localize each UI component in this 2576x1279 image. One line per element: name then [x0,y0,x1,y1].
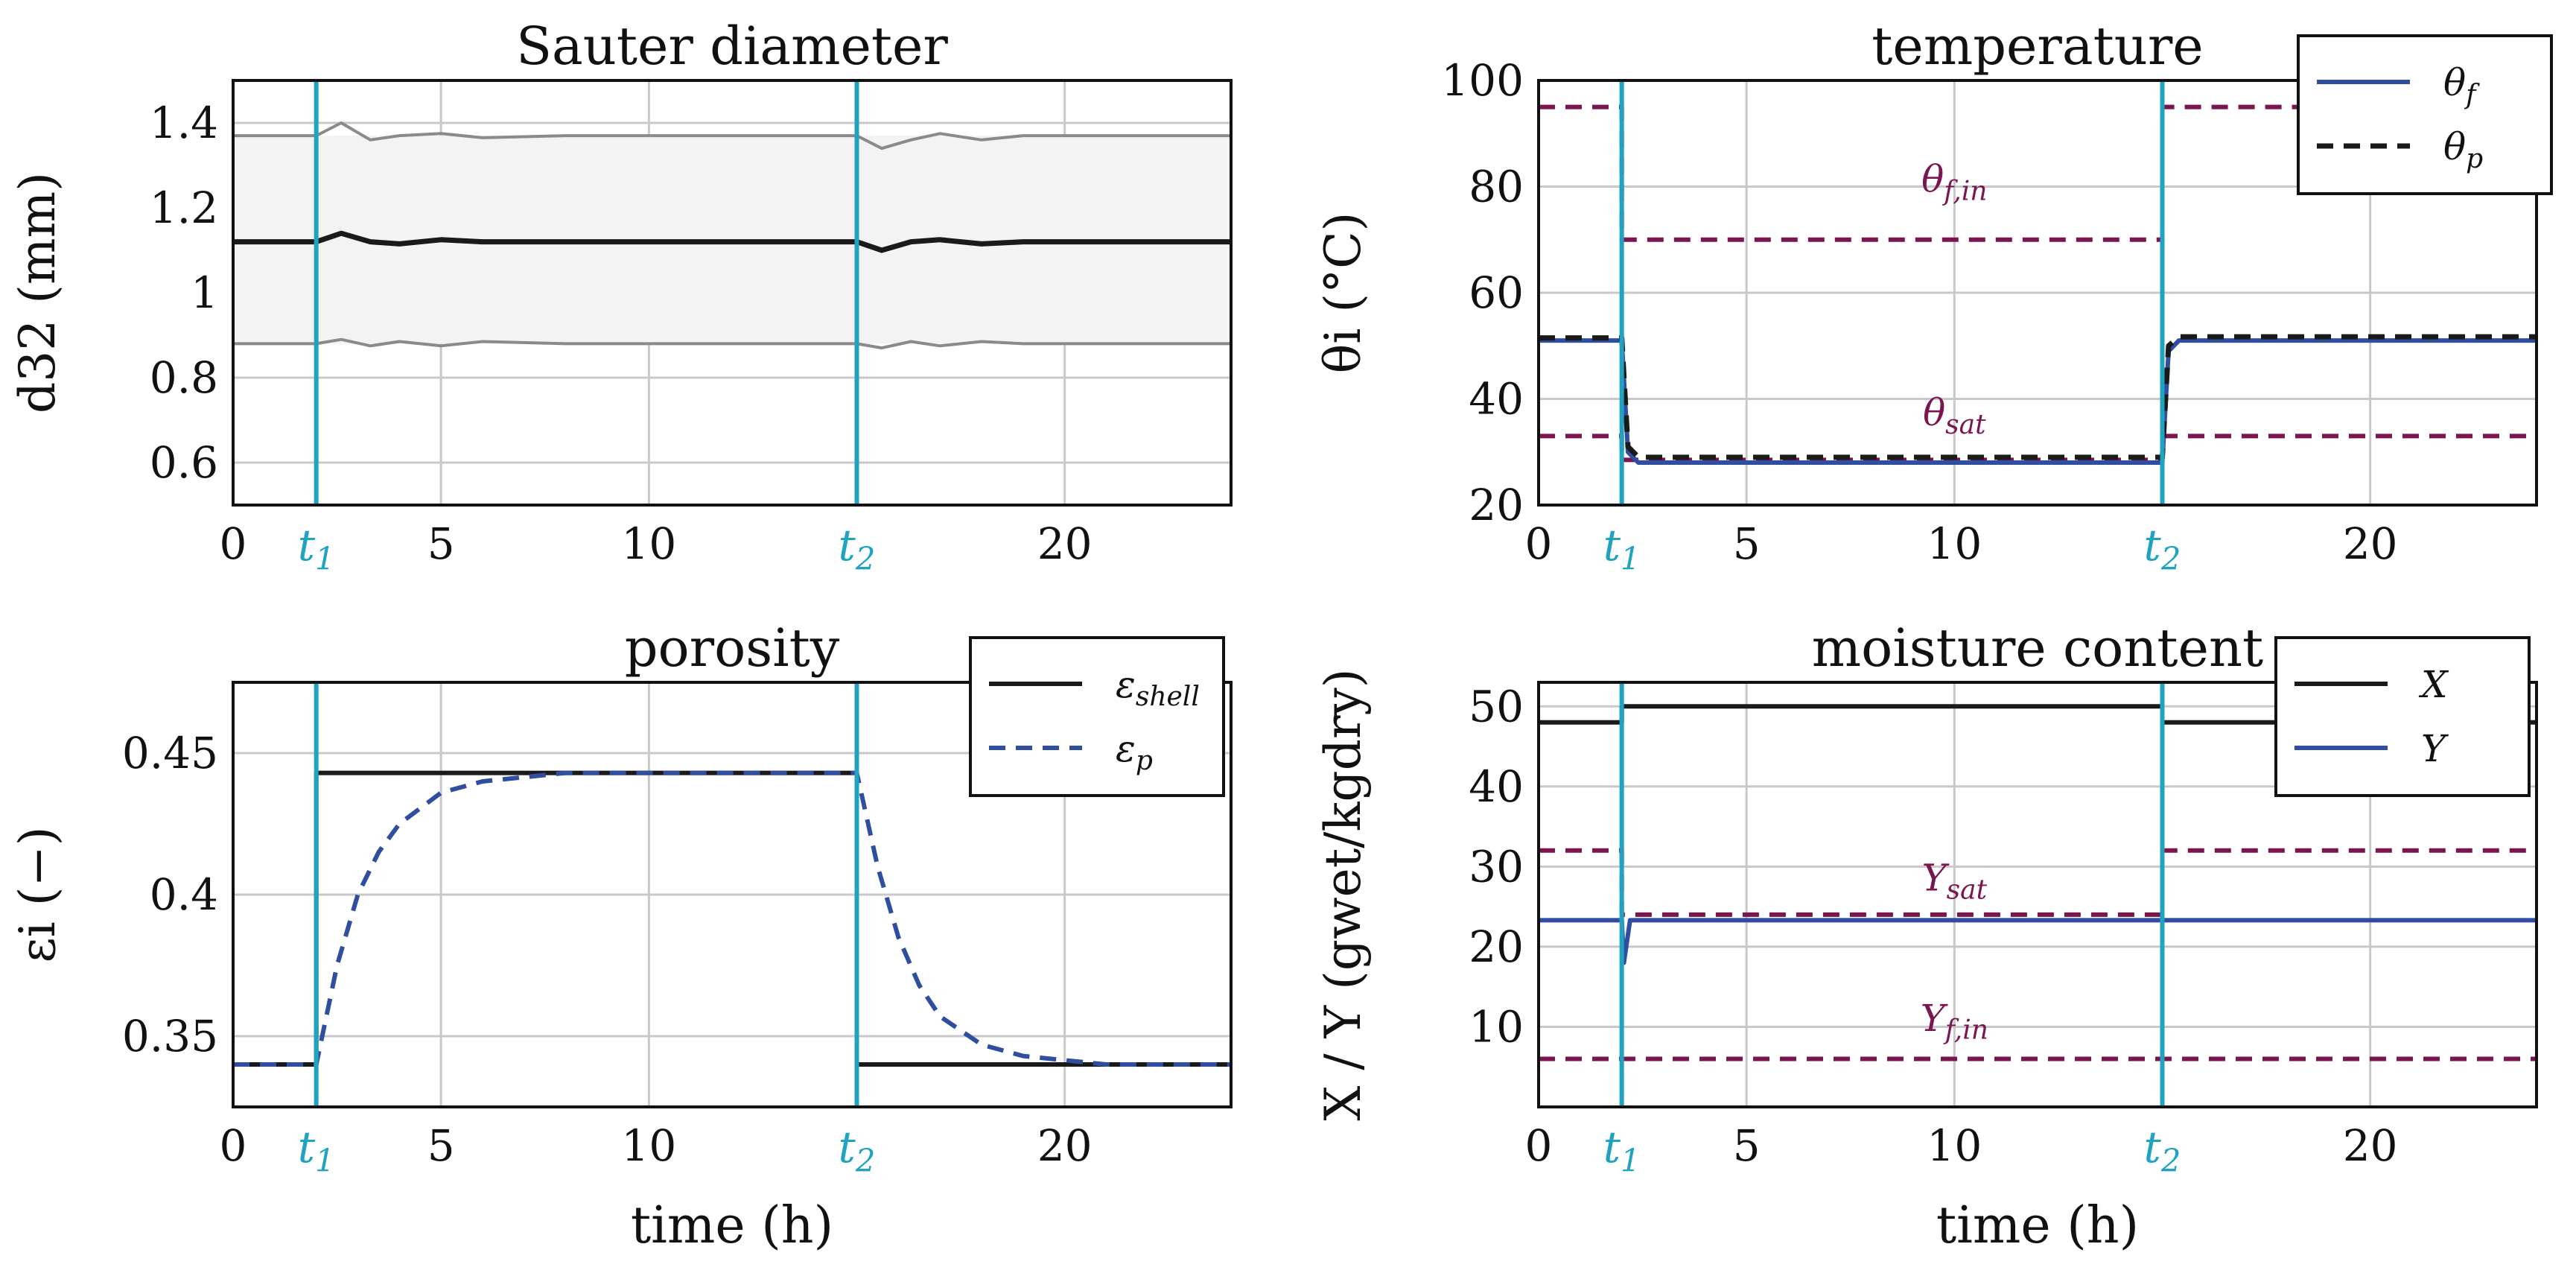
axes-frame [1537,79,2538,507]
series-porosity-εshell [233,770,1231,1067]
t2-tick-label: t2 [2144,1122,2181,1179]
x-tick-label: 20 [1037,1120,1093,1171]
series-moisture-Ysat [1539,848,2537,917]
t1-tick-label: t1 [1603,1122,1641,1179]
y-axis-label: d32 (mm) [9,172,66,413]
y-tick-label: 0.8 [150,352,218,403]
legend-label: εshell [1116,663,1200,712]
legend-label: X [2418,663,2449,706]
series-sauter-upper [233,121,1231,150]
t2-tick-label: t2 [839,520,876,577]
x-tick-label: 0 [1525,1120,1553,1171]
sauter-panel: Sauter diameter 0 5 10 20 t1 t2 0.6 0.8 1 1.2 1.4 d3… [9,16,1233,577]
temperature-panel: temperature 0 5 10 20 t1 t2 20 40 60 80 100 θi (°C) θ… [1314,16,2553,577]
series-temperature-θf,in [1539,104,2537,242]
x-tick-label: 20 [1037,518,1093,569]
porosity-plot-area [233,770,1231,1067]
series-sauter-mean [233,230,1231,253]
annotation-label: θf,in [1921,158,1987,207]
porosity-panel: porosity 0 5 10 20 t1 t2 0.35 0.4 0.45 εi (−) time … [9,618,1233,1255]
y-tick-label: 0.35 [122,1011,218,1061]
series-sauter-lower [233,337,1231,350]
x-tick-label: 5 [1733,1120,1761,1171]
legend: XY [2274,636,2531,797]
y-tick-label: 50 [1469,681,1524,731]
y-tick-label: 0.45 [122,728,218,778]
legend-label: εp [1116,727,1153,776]
axes-frame [232,79,1233,507]
chart-title: Sauter diameter [516,16,948,77]
y-tick-label: 40 [1469,761,1524,812]
t2-tick-label: t2 [2144,520,2181,577]
y-tick-label: 30 [1469,841,1524,892]
annotation-label: Yf,in [1921,997,1988,1046]
chart-title: temperature [1871,16,2203,77]
chart-title: porosity [625,618,840,679]
t1-tick-label: t1 [1603,520,1641,577]
legend-box [2297,34,2553,195]
t1-tick-label: t1 [298,520,335,577]
annotation-label: θsat [1923,391,1986,440]
y-tick-label: 20 [1469,480,1524,530]
x-tick-label: 10 [621,518,676,569]
chart-title: moisture content [1812,618,2263,679]
y-tick-label: 0.4 [150,869,218,920]
series-moisture-Y [1539,918,2537,965]
x-tick-label: 5 [427,1120,455,1171]
y-axis-label: X / Y (gwet/kgdry) [1314,668,1372,1120]
legend-label: Y [2421,727,2449,770]
x-tick-label: 0 [220,1120,247,1171]
sauter-plot-area [233,121,1231,350]
y-tick-label: 1 [191,267,218,318]
x-tick-label: 20 [2343,1120,2398,1171]
legend-box [2274,636,2531,797]
y-axis-label: θi (°C) [1314,212,1372,374]
y-tick-label: 60 [1469,267,1524,318]
x-tick-label: 5 [427,518,455,569]
t1-tick-label: t1 [298,1122,335,1179]
annotation-label: Ysat [1922,857,1988,906]
y-tick-label: 10 [1469,1001,1524,1052]
y-axis-label: εi (−) [9,826,66,962]
legend: εshell εp [969,636,1225,797]
y-tick-label: 1.4 [150,98,218,148]
axes-frame [232,681,1233,1108]
axes-frame [1537,681,2538,1108]
x-axis-label: time (h) [631,1196,833,1255]
legend-label: θp [2443,125,2483,174]
x-tick-label: 0 [1525,518,1553,569]
y-tick-label: 40 [1469,374,1524,425]
x-tick-label: 10 [1927,1120,1982,1171]
series-temperature-θp [1539,334,2537,460]
x-tick-label: 10 [1927,518,1982,569]
t2-tick-label: t2 [839,1122,876,1179]
x-axis-label: time (h) [1936,1196,2139,1255]
y-tick-label: 80 [1469,162,1524,212]
y-tick-label: 1.2 [150,183,218,233]
y-tick-label: 0.6 [150,437,218,488]
moisture-plot-area [1539,704,2537,1061]
series-moisture-X [1539,704,2537,725]
y-tick-label: 20 [1469,921,1524,972]
y-tick-label: 100 [1441,55,1524,106]
x-tick-label: 20 [2343,518,2398,569]
x-tick-label: 10 [621,1120,676,1171]
x-tick-label: 5 [1733,518,1761,569]
x-tick-label: 0 [220,518,247,569]
legend-box [969,636,1225,797]
series-porosity-εp [233,770,1231,1067]
series-temperature-θf [1539,338,2537,465]
moisture-panel: moisture content 0 5 10 20 t1 t2 10 20 30 40 50 X / … [1314,618,2538,1255]
